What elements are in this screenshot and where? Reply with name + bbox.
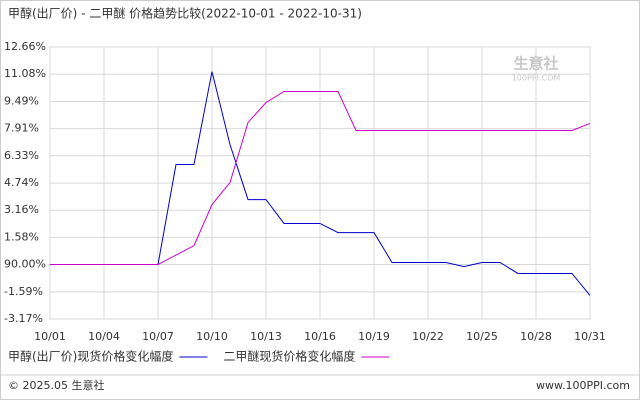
x-tick-label: 10/07 (142, 330, 174, 343)
chart-title: 甲醇(出厂价) - 二甲醚 价格趋势比较(2022-10-01 - 2022-1… (8, 6, 362, 21)
x-tick-label: 10/25 (466, 330, 498, 343)
y-tick-label: -3.17% (4, 312, 43, 325)
y-tick-label: 90.00% (4, 258, 46, 271)
footer-left: © 2025.05 生意社 (8, 378, 104, 392)
y-tick-label: 12.66% (4, 40, 46, 53)
y-tick-label: 6.33% (4, 149, 39, 162)
legend-label: 二甲醚现货价格变化幅度 (223, 349, 355, 364)
x-tick-label: 10/16 (304, 330, 336, 343)
y-tick-label: 11.08% (4, 67, 46, 80)
y-tick-label: -1.59% (4, 285, 43, 298)
x-tick-label: 10/19 (358, 330, 390, 343)
x-tick-label: 10/31 (574, 330, 606, 343)
y-tick-label: 3.16% (4, 203, 39, 216)
series-line (50, 91, 591, 266)
x-tick-label: 10/28 (520, 330, 552, 343)
x-tick-label: 10/01 (34, 330, 66, 343)
y-tick-label: 4.74% (4, 176, 39, 189)
y-tick-label: 7.91% (4, 122, 39, 135)
x-tick-label: 10/10 (196, 330, 228, 343)
x-tick-label: 10/13 (250, 330, 282, 343)
x-tick-label: 10/04 (88, 330, 120, 343)
y-tick-label: 9.49% (4, 94, 39, 107)
y-tick-label: 1.58% (4, 230, 39, 243)
footer-right: www.100PPI.com (536, 379, 630, 392)
x-tick-label: 10/22 (412, 330, 444, 343)
legend-label: 甲醇(出厂价)现货价格变化幅度 (8, 349, 173, 364)
